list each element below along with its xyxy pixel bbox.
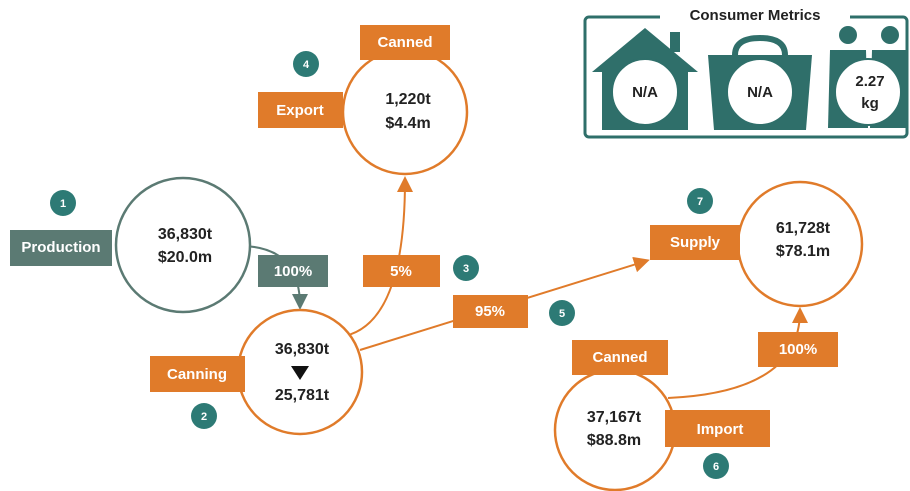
node-circle (553, 368, 677, 491)
person-head (839, 26, 857, 44)
node-value: 1,220t (385, 91, 431, 108)
node-label-box (650, 225, 740, 260)
badge (453, 255, 479, 281)
node-tag: Canned (377, 34, 432, 51)
node-value: $20.0m (158, 249, 212, 266)
badge-number: 6 (713, 461, 719, 473)
edge-label-box (258, 255, 328, 287)
node-value: 25,781t (275, 387, 330, 404)
badge-number: 7 (697, 196, 703, 208)
node-label-box (665, 410, 770, 447)
badge-number: 5 (559, 308, 565, 320)
node-value: 36,830t (275, 341, 330, 358)
badge (687, 188, 713, 214)
node-tag: Canned (592, 349, 647, 366)
node-tag-box (572, 340, 668, 375)
down-triangle (291, 366, 309, 380)
node-label: Import (697, 421, 744, 438)
node-circle (114, 176, 252, 314)
metric-circle (726, 58, 794, 126)
metric-value: N/A (747, 84, 773, 101)
node-label-box (150, 356, 245, 392)
node-label: Supply (670, 234, 721, 251)
arrow (344, 176, 413, 337)
node-label: Production (21, 239, 100, 256)
basket-handle (732, 34, 788, 56)
badge-number: 4 (303, 59, 310, 71)
edge-label: 100% (274, 263, 312, 280)
node-value: 36,830t (158, 226, 213, 243)
metric-value: 2.27 (855, 73, 884, 90)
edge-label-box (758, 332, 838, 367)
edge-label-box (363, 255, 440, 287)
metric-circle (834, 58, 902, 126)
metric-unit: kg (861, 95, 879, 112)
person-head (881, 26, 899, 44)
node-label-box (10, 230, 112, 266)
node-label: Canning (167, 366, 227, 383)
node-tag-box (360, 25, 450, 60)
panel-title: Consumer Metrics (690, 7, 821, 24)
node-value: $4.4m (385, 115, 430, 132)
node-value: $88.8m (587, 432, 641, 449)
node-value: 61,728t (776, 220, 831, 237)
edge-label-box (453, 295, 528, 328)
edge-label: 5% (390, 263, 412, 280)
badge-number: 1 (60, 198, 66, 210)
node-value: 37,167t (587, 409, 642, 426)
metric-value: N/A (632, 84, 658, 101)
metric-circle (611, 58, 679, 126)
arrow (667, 307, 808, 399)
badge (703, 453, 729, 479)
badge (191, 403, 217, 429)
node-label-box (258, 92, 343, 128)
panel-title-bg (660, 6, 850, 26)
badge-number: 3 (463, 263, 469, 275)
house-chimney (670, 32, 680, 52)
node-label: Export (276, 102, 324, 119)
node-value: $78.1m (776, 243, 830, 260)
badge-number: 2 (201, 411, 207, 423)
node-circle (341, 48, 469, 176)
edge-label: 95% (475, 303, 505, 320)
badge (50, 190, 76, 216)
edge-label: 100% (779, 341, 817, 358)
badge (293, 51, 319, 77)
badge (549, 300, 575, 326)
